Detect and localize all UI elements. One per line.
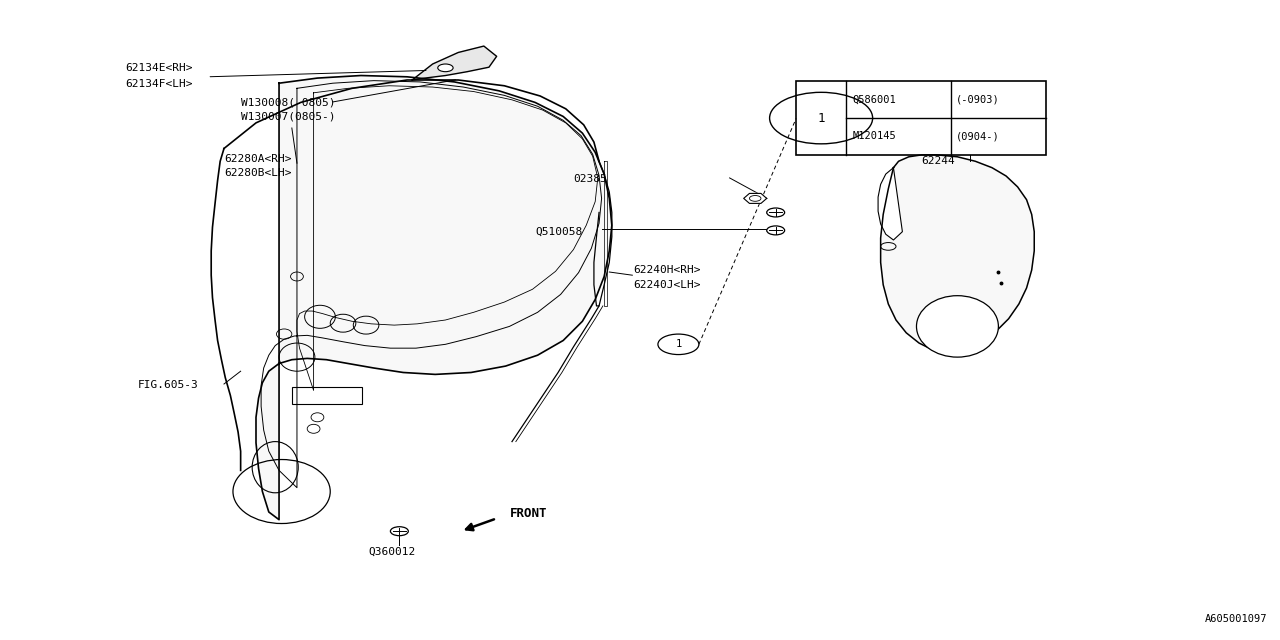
Polygon shape bbox=[881, 155, 1034, 353]
Text: A605001097: A605001097 bbox=[1204, 614, 1267, 624]
Text: 1: 1 bbox=[818, 111, 824, 125]
Polygon shape bbox=[256, 76, 612, 520]
Text: 62244: 62244 bbox=[922, 156, 955, 166]
Circle shape bbox=[390, 527, 408, 536]
Text: Q510058: Q510058 bbox=[535, 227, 582, 237]
Text: M120145: M120145 bbox=[852, 131, 896, 141]
Text: 1: 1 bbox=[676, 339, 681, 349]
Text: FRONT: FRONT bbox=[509, 507, 547, 520]
Polygon shape bbox=[878, 168, 902, 240]
Bar bbox=[796, 81, 1046, 155]
Text: 62280A<RH>: 62280A<RH> bbox=[224, 154, 292, 164]
Ellipse shape bbox=[916, 296, 998, 357]
Text: 62134E<RH>: 62134E<RH> bbox=[125, 63, 193, 74]
Text: (-0903): (-0903) bbox=[956, 95, 1000, 105]
Text: (0904-): (0904-) bbox=[956, 131, 1000, 141]
Text: 62240H<RH>: 62240H<RH> bbox=[634, 265, 701, 275]
Text: W130007(0805-): W130007(0805-) bbox=[241, 111, 335, 122]
Circle shape bbox=[438, 64, 453, 72]
Text: 62240J<LH>: 62240J<LH> bbox=[634, 280, 701, 290]
Text: FIG.605-3: FIG.605-3 bbox=[138, 380, 198, 390]
Text: 62134F<LH>: 62134F<LH> bbox=[125, 79, 193, 90]
Circle shape bbox=[767, 226, 785, 235]
Bar bbox=[292, 387, 362, 404]
Text: 62280B<LH>: 62280B<LH> bbox=[224, 168, 292, 178]
Polygon shape bbox=[412, 46, 497, 80]
Polygon shape bbox=[744, 193, 767, 204]
Text: Q586001: Q586001 bbox=[852, 95, 896, 105]
Circle shape bbox=[767, 208, 785, 217]
Text: Q360012: Q360012 bbox=[369, 547, 416, 557]
Text: 02385: 02385 bbox=[573, 174, 607, 184]
Text: W130008(-0805): W130008(-0805) bbox=[241, 97, 335, 108]
